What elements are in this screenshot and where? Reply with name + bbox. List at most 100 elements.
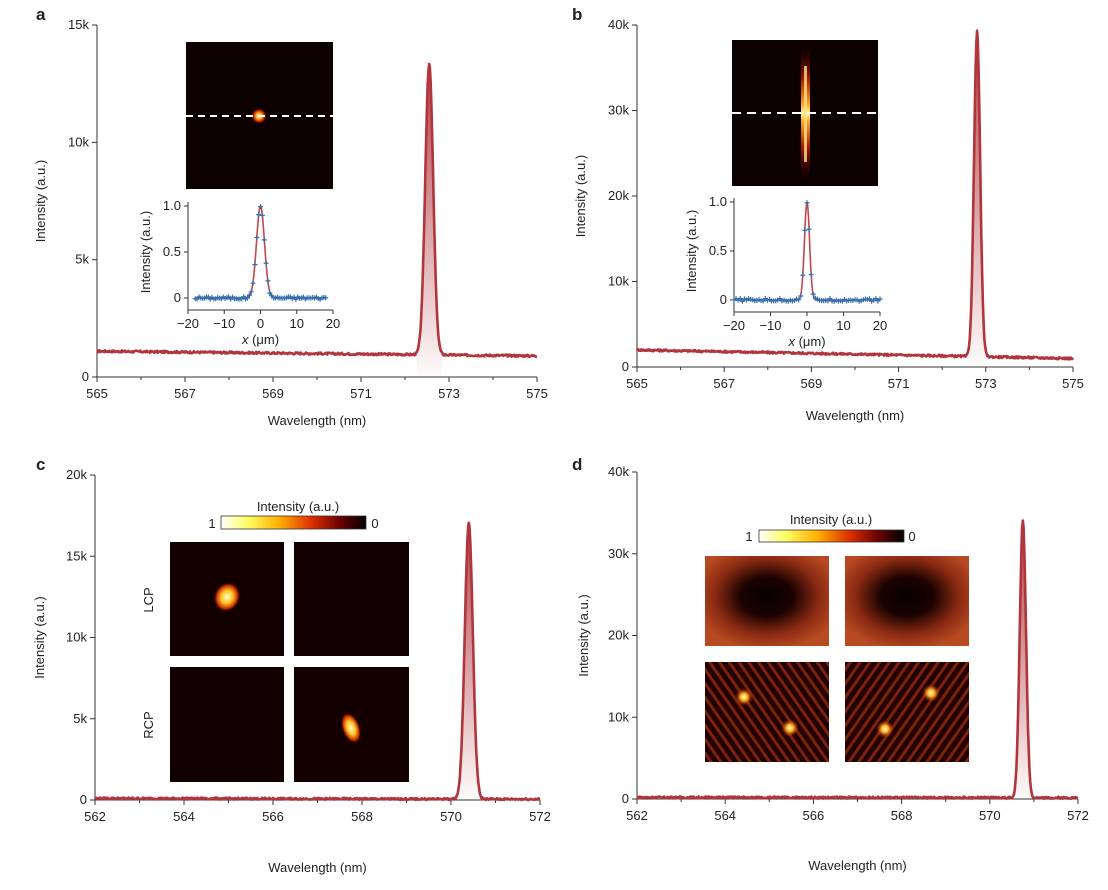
x-tick-label: 573 (975, 376, 997, 391)
panel-c-row-label-rcp: RCP (141, 711, 156, 738)
y-tick-label: 30k (608, 546, 629, 561)
inset-data-marker (808, 272, 814, 278)
inset-x-tick-label: 10 (836, 318, 850, 333)
x-tick-label: 565 (86, 386, 108, 401)
inset-x-tick-label: 20 (873, 318, 887, 333)
inset-x-title: x (μm) (241, 332, 279, 347)
y-tick-label: 40k (608, 17, 629, 32)
panel-d-colorbar-max-label: 1 (745, 529, 752, 544)
panel-d-hotspot-3 (922, 684, 940, 702)
inset-data-marker (258, 204, 263, 210)
panel-d-spectrum: 0 10k 20k 30k 40k 562 564 566 568 570 572 Wavelengt… (576, 464, 1089, 873)
inset-x-title-variable: x (787, 334, 795, 349)
inset-data-marker (806, 226, 812, 232)
x-tick-label: 562 (84, 809, 106, 824)
y-tick-label: 40k (608, 464, 629, 479)
inset-data-marker (256, 212, 262, 218)
panel-c-image-grid: LCP RCP (141, 542, 409, 782)
inset-data-marker (739, 298, 745, 304)
x-tick-label: 566 (262, 809, 284, 824)
panel-c-row-label-lcp: LCP (141, 587, 156, 612)
inset-y-tick-label: 0 (720, 292, 727, 307)
y-tick-label: 5k (75, 252, 89, 267)
y-tick-label: 0 (82, 369, 89, 384)
panel-c-colorbar-title: Intensity (a.u.) (257, 499, 339, 514)
panel-b-spectrum: 0 10k 20k 30k 40k 565 567 569 571 573 575 Wavelengt… (573, 17, 1084, 423)
y-axis-title: Intensity (a.u.) (576, 594, 591, 676)
y-tick-label: 0 (622, 359, 629, 374)
panel-c-image-lcp-right (294, 542, 409, 656)
inset-fit-line (734, 201, 880, 301)
x-tick-label: 569 (262, 386, 284, 401)
panel-d-image-bottom-right-shade (845, 662, 969, 762)
y-tick-label: 20k (66, 467, 87, 482)
x-tick-label: 564 (173, 809, 195, 824)
x-tick-label: 573 (438, 386, 460, 401)
x-tick-label: 567 (174, 386, 196, 401)
x-tick-label: 572 (1067, 808, 1089, 823)
panel-d-colorbar-gradient (758, 529, 905, 543)
panel-c-spectrum: 0 5k 10k 15k 20k 562 564 566 568 570 572 Wavelength… (32, 467, 551, 875)
x-tick-label: 570 (440, 809, 462, 824)
panel-c-letter: c (36, 455, 45, 474)
inset-data-marker (252, 262, 258, 268)
inset-y-tick-label: 0 (174, 290, 181, 305)
panel-a-letter: a (36, 5, 46, 24)
inset-data-marker (802, 227, 808, 233)
x-tick-label: 566 (803, 808, 825, 823)
spectrum-line (635, 29, 1075, 361)
x-tick-label: 575 (526, 386, 548, 401)
x-tick-label: 575 (1062, 376, 1084, 391)
panel-d-letter: d (572, 455, 582, 474)
x-tick-label: 568 (891, 808, 913, 823)
panel-a-spectrum: 0 5k 10k 15k 565 567 569 571 573 575 Wavelength (n… (33, 17, 548, 428)
y-tick-label: 10k (66, 630, 87, 645)
inset-y-title: Intensity (a.u.) (138, 211, 153, 293)
panel-d-hotspot-1 (735, 688, 753, 706)
inset-y-tick-label: 0.5 (709, 243, 727, 258)
x-tick-label: 562 (626, 808, 648, 823)
panel-c-colorbar-min-label: 0 (371, 516, 378, 531)
inset-data-marker (804, 200, 810, 206)
panel-d-image-top-left (705, 556, 829, 646)
inset-x-tick-label: −10 (759, 318, 781, 333)
panel-c-image-rcp-left (170, 667, 284, 782)
inset-x-title-variable: x (241, 332, 249, 347)
inset-x-tick-label: 10 (290, 316, 304, 331)
x-tick-label: 572 (529, 809, 551, 824)
inset-data-marker (244, 295, 250, 301)
x-tick-label: 565 (626, 376, 648, 391)
y-axis-title: Intensity (a.u.) (32, 596, 47, 678)
y-tick-label: 10k (608, 274, 629, 289)
x-axis-title: Wavelength (nm) (268, 413, 367, 428)
inset-x-tick-label: −20 (723, 318, 745, 333)
inset-data-marker (259, 212, 265, 218)
y-tick-label: 15k (68, 17, 89, 32)
panel-c-colorbar: Intensity (a.u.) 1 0 (208, 499, 378, 531)
y-tick-label: 0 (622, 791, 629, 806)
panel-d-image-bottom-right (845, 662, 969, 762)
inset-y-title: Intensity (a.u.) (684, 210, 699, 292)
spectrum-line (96, 62, 538, 359)
inset-data-marker (800, 272, 806, 278)
y-tick-label: 10k (608, 709, 629, 724)
inset-data-marker (250, 280, 256, 286)
inset-data-marker (796, 297, 802, 303)
x-tick-label: 569 (801, 376, 823, 391)
inset-data-marker (261, 237, 267, 243)
y-tick-label: 20k (608, 188, 629, 203)
y-tick-label: 30k (608, 103, 629, 118)
panel-d-colorbar-min-label: 0 (908, 529, 915, 544)
panel-b-emission-core (804, 66, 807, 162)
inset-data-marker (877, 296, 883, 302)
x-tick-label: 567 (713, 376, 735, 391)
inset-y-tick-label: 1.0 (163, 198, 181, 213)
y-tick-label: 15k (66, 548, 87, 563)
panel-c-colorbar-gradient (220, 515, 367, 530)
y-axis-title: Intensity (a.u.) (33, 160, 48, 242)
panel-d-image-grid (705, 556, 969, 762)
x-tick-label: 571 (350, 386, 372, 401)
inset-x-tick-label: 0 (803, 318, 810, 333)
y-axis-title: Intensity (a.u.) (573, 155, 588, 237)
